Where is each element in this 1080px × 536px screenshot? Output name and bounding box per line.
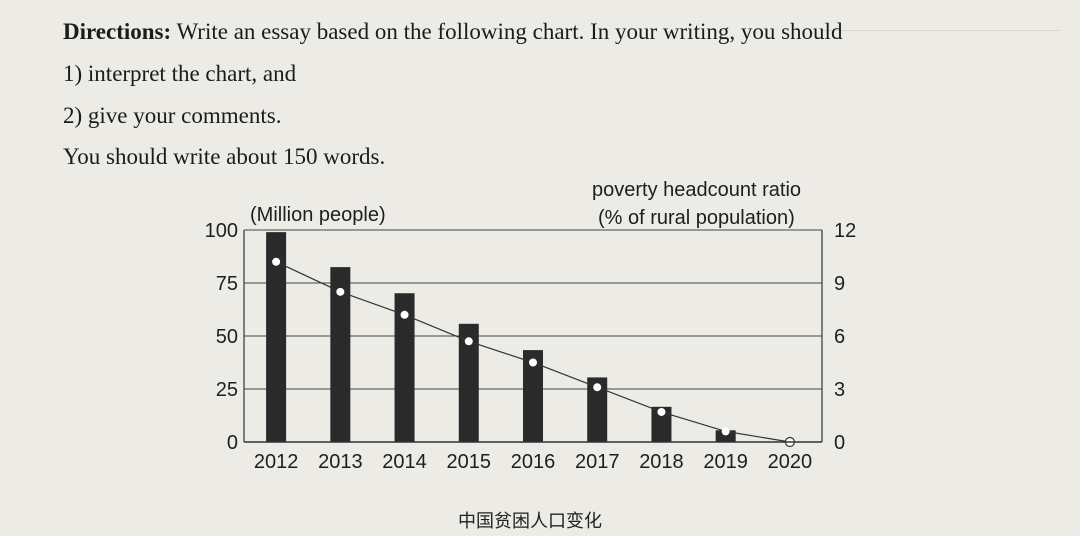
bleed-through-rule	[820, 0, 1060, 31]
right-tick-label: 6	[834, 326, 845, 348]
chart-labels: 0 0 25 3 50 6 75 9 100 12 2012 2013 2014 2015 2016 2017…	[205, 179, 857, 473]
bar	[394, 293, 415, 442]
x-tick-label: 2013	[318, 451, 363, 473]
x-tick-label: 2017	[575, 451, 620, 473]
left-tick-label: 25	[216, 379, 238, 401]
bar	[330, 267, 351, 442]
chart-caption-text: 中国贫困人口变化	[458, 511, 602, 532]
right-tick-label: 0	[834, 432, 845, 454]
left-tick-label: 100	[205, 220, 238, 242]
right-tick-label: 3	[834, 379, 845, 401]
directions-text: Write an essay based on the following ch…	[171, 19, 843, 44]
bar	[458, 323, 479, 442]
x-tick-label: 2020	[768, 451, 813, 473]
word-limit: You should write about 150 words.	[63, 144, 386, 169]
right-tick-label: 12	[834, 220, 856, 242]
x-tick-label: 2012	[254, 451, 299, 473]
ratio-point	[721, 427, 730, 436]
ratio-point	[529, 358, 537, 367]
bar	[266, 232, 287, 442]
direction-item-2: 2) give your comments.	[63, 103, 282, 128]
bar	[523, 350, 543, 442]
x-tick-label: 2014	[382, 451, 427, 473]
x-tick-label: 2018	[639, 451, 684, 473]
chart-caption: 中国贫困人口变化	[0, 507, 1080, 533]
directions-label: Directions:	[63, 19, 172, 44]
right-axis-label-line1: poverty headcount ratio	[592, 179, 801, 201]
chart-bars	[266, 232, 736, 442]
left-tick-label: 75	[216, 273, 238, 295]
directions-line: Directions: Write an essay based on the …	[63, 17, 842, 47]
x-tick-label: 2019	[703, 451, 748, 473]
bar	[651, 406, 672, 442]
chart-axes	[243, 230, 823, 443]
ratio-point	[400, 310, 409, 319]
ratio-point	[657, 407, 666, 416]
ratio-point	[336, 287, 345, 296]
bar	[715, 430, 736, 442]
left-tick-label: 0	[227, 432, 238, 454]
right-axis-label-line2: (% of rural population)	[598, 207, 795, 229]
ratio-point	[464, 337, 473, 346]
ratio-point	[272, 257, 281, 266]
right-tick-label: 9	[834, 273, 845, 295]
x-tick-label: 2016	[511, 451, 556, 473]
direction-item-1: 1) interpret the chart, and	[63, 61, 297, 86]
bar	[587, 377, 608, 442]
ratio-point	[593, 383, 602, 392]
left-tick-label: 50	[216, 326, 238, 348]
left-axis-label: (Million people)	[250, 204, 386, 226]
x-tick-label: 2015	[447, 451, 492, 473]
